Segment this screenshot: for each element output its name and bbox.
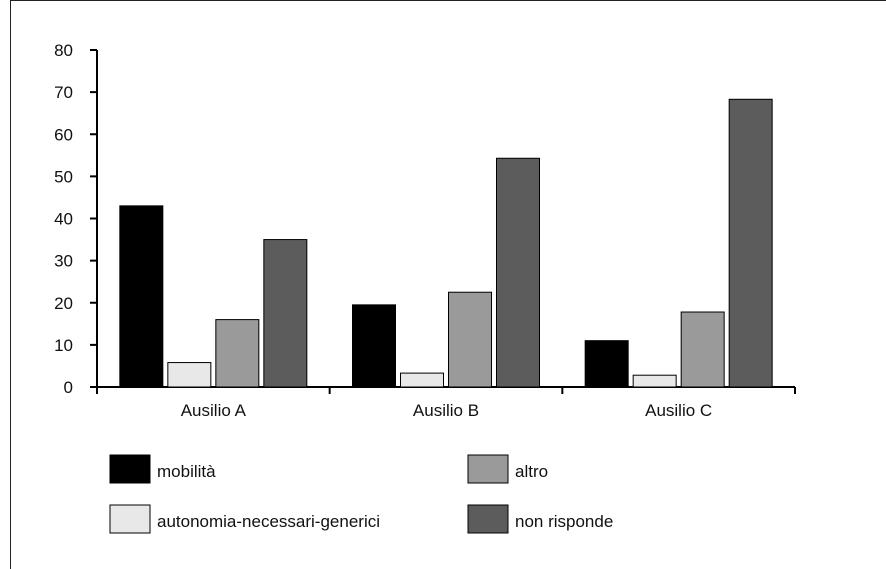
bar [680,311,725,388]
y-tick-label: 30 [54,252,73,271]
y-tick-label: 10 [54,336,73,355]
legend-label: mobilità [157,462,216,481]
x-axis: Ausilio A Ausilio B Ausilio C [90,386,796,420]
y-tick-label: 60 [54,125,73,144]
x-category-label: Ausilio B [413,401,479,420]
x-category-label: Ausilio A [181,401,247,420]
bar [263,239,308,388]
legend: mobilità autonomia-necessari-generici altr… [109,454,613,534]
bar [728,98,773,388]
legend-swatch [467,454,509,484]
bars [119,98,773,388]
bar [215,319,260,388]
y-tick-label: 40 [54,210,73,229]
legend-label: non risponde [515,512,613,531]
y-tick-label: 80 [54,41,73,60]
legend-swatch [467,504,509,534]
y-axis: 0 10 20 30 40 50 60 70 80 [54,41,98,397]
bar [167,362,212,388]
bar [119,205,164,388]
y-tick-label: 70 [54,83,73,102]
y-tick-label: 20 [54,294,73,313]
bar [448,291,492,388]
y-tick-label: 50 [54,167,73,186]
x-category-label: Ausilio C [645,401,712,420]
legend-label: autonomia-necessari-generici [157,512,380,531]
bar [400,372,444,388]
bar [584,340,629,388]
chart-frame [10,0,886,569]
bar [352,304,396,388]
y-tick-label: 0 [64,378,73,397]
bar [632,374,677,388]
legend-label: altro [515,462,548,481]
legend-swatch [109,504,151,534]
bar [496,157,540,388]
legend-swatch [109,454,151,484]
